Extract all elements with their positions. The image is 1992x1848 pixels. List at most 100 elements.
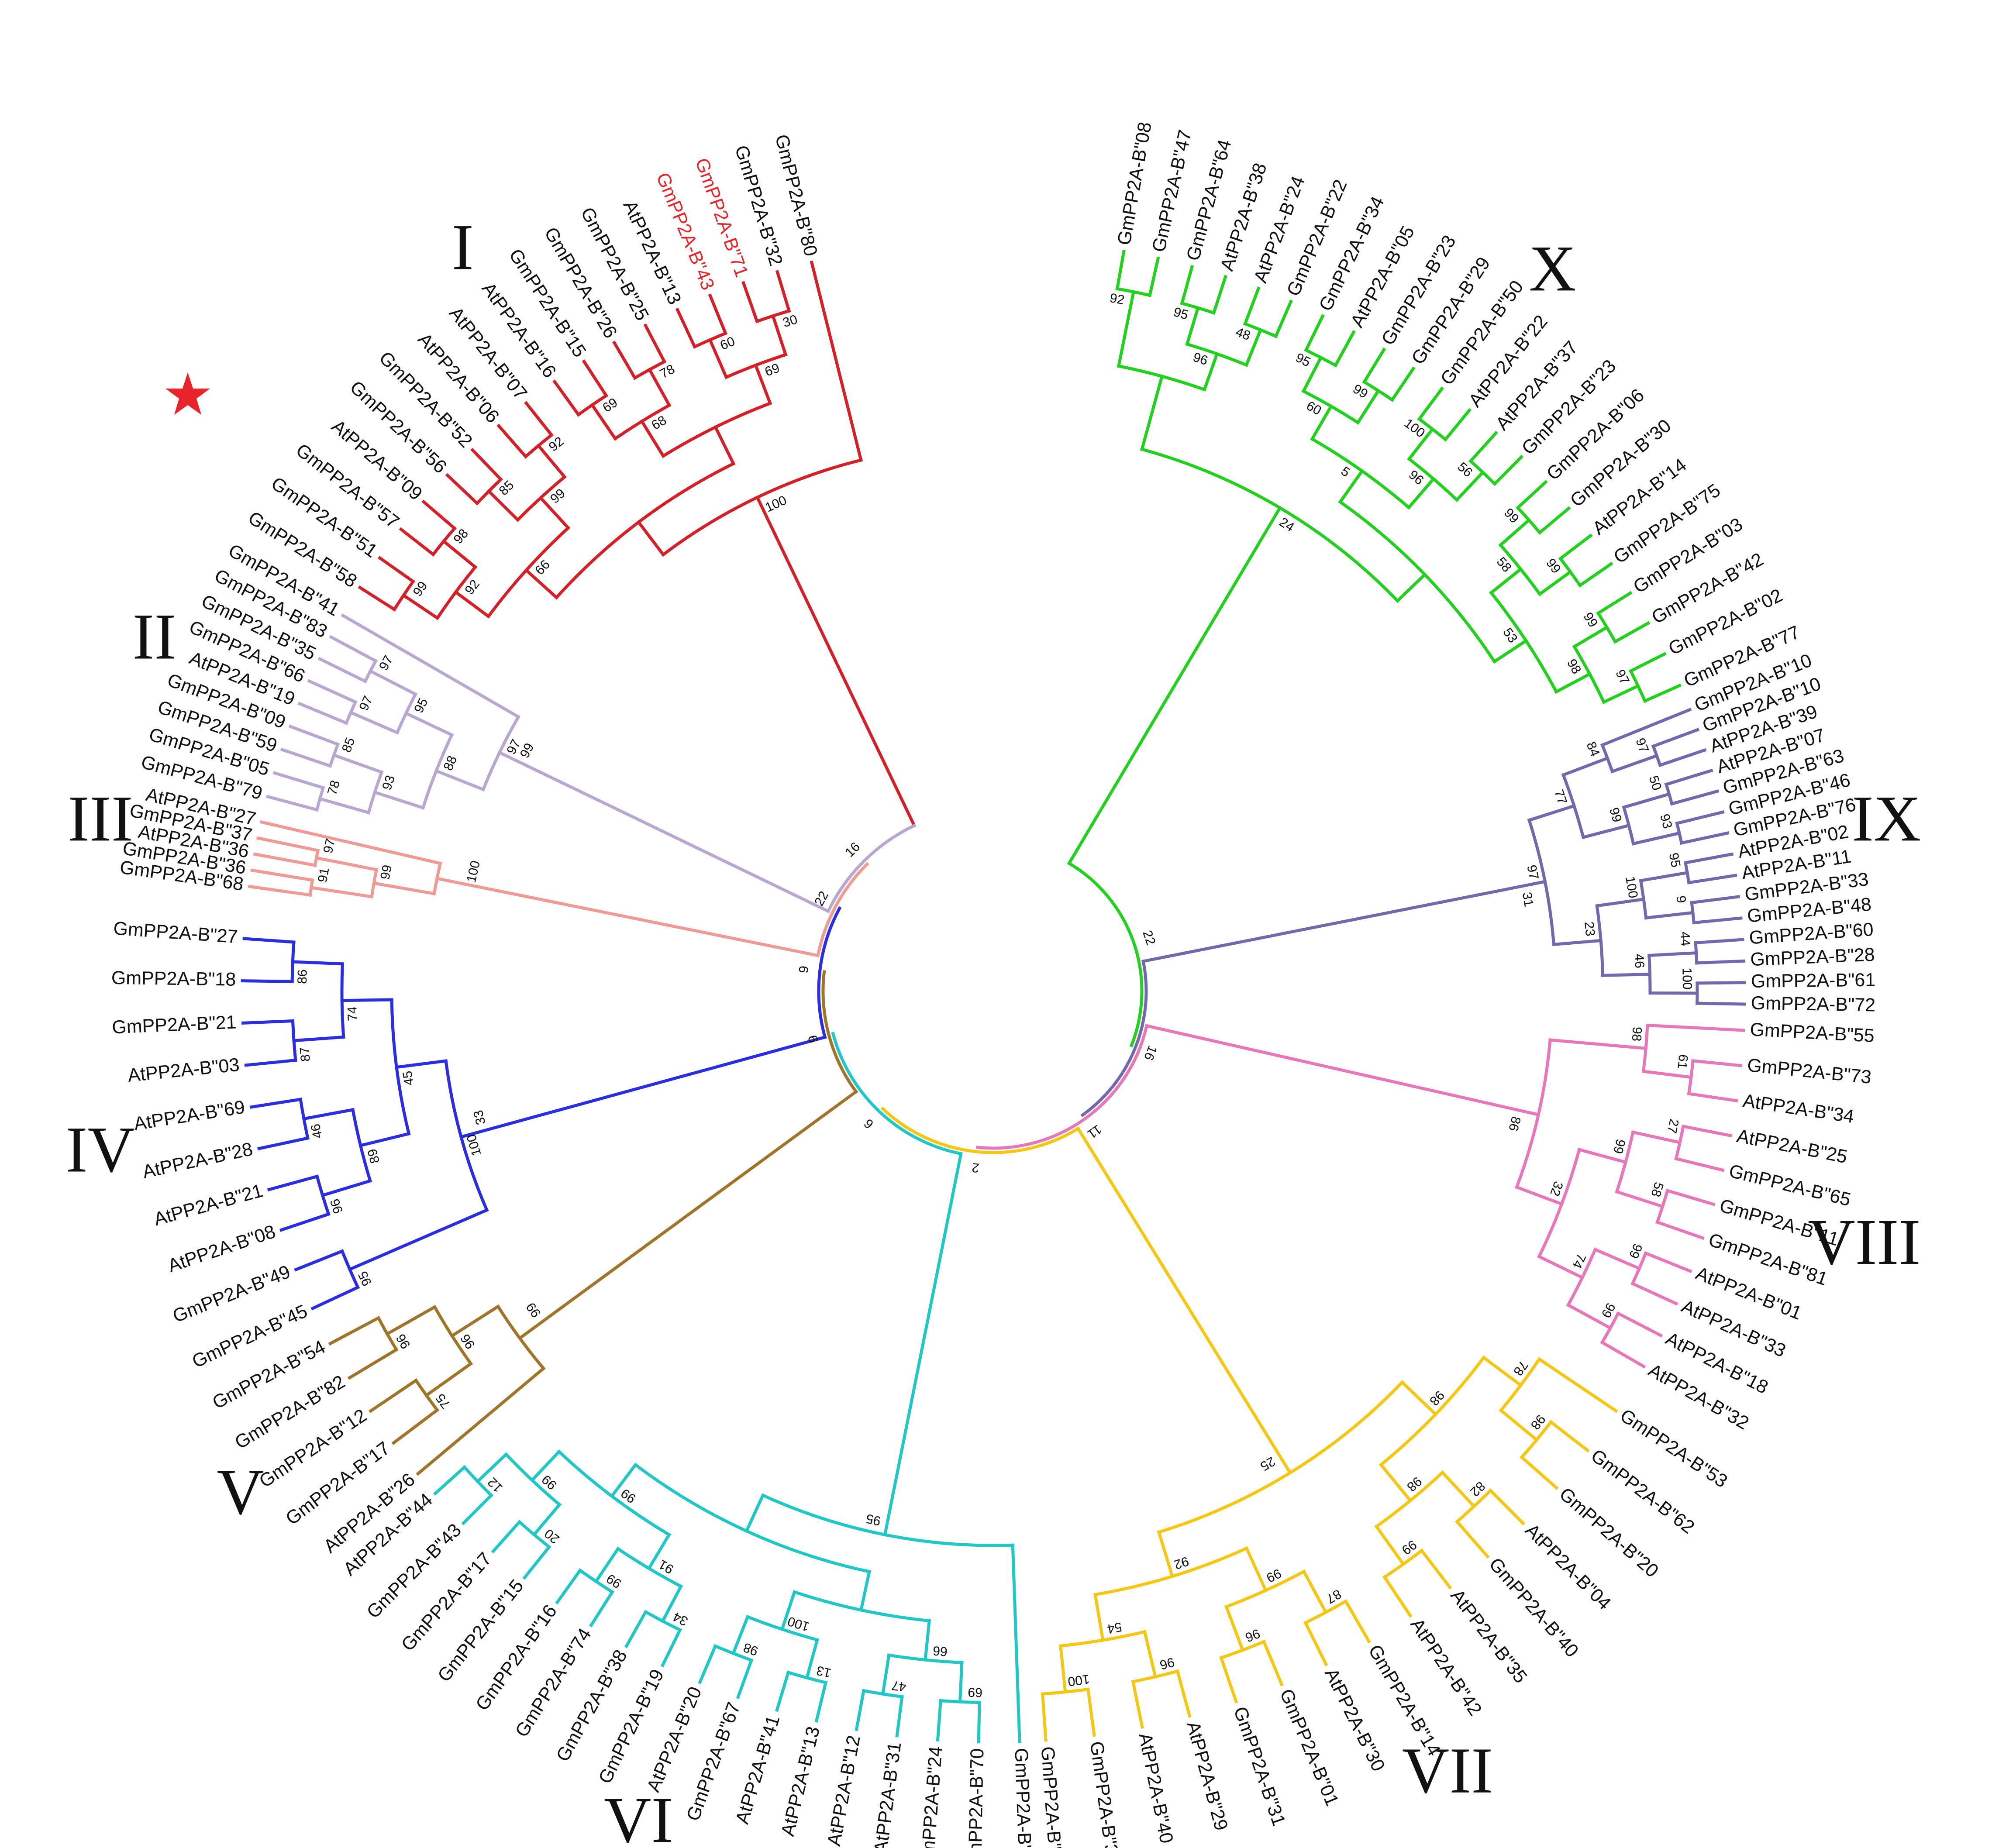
terminal-branch (958, 1661, 964, 1703)
bootstrap-value: 91 (315, 867, 332, 884)
bootstrap-value: 99 (1610, 1138, 1628, 1155)
terminal-branch (433, 1465, 467, 1496)
leaf-label: GmPP2A-B"08 (1113, 120, 1156, 247)
terminal-branch (250, 868, 314, 882)
bootstrap-value: 60 (718, 334, 737, 353)
terminal-branch (369, 1378, 418, 1413)
clade-numeral: V (217, 1456, 264, 1528)
bootstrap-value: 96 (1191, 350, 1210, 368)
bootstrap-value: 97 (376, 653, 396, 673)
terminal-branch (647, 1532, 672, 1571)
leaf-label: AtPP2A-B"13 (777, 1724, 824, 1838)
clade-numeral: VIII (1808, 1206, 1920, 1278)
backbone-arc (1080, 959, 1148, 1118)
bootstrap-value: 97 (1524, 864, 1541, 881)
terminal-branch (675, 307, 697, 349)
backbone-arc (817, 906, 842, 1039)
terminal-branch (1489, 567, 1523, 595)
leaf-label: AtPP2A-B"34 (1741, 1090, 1855, 1127)
terminal-branch (1407, 427, 1435, 461)
clade-stem (1264, 1431, 1292, 1475)
terminal-branch (1390, 366, 1416, 402)
leaf-label: GmPP2A-B"52 (375, 348, 476, 452)
leaf-label: GmPP2A-B"39 (1086, 1740, 1124, 1848)
bootstrap-value: 32 (1547, 1180, 1565, 1198)
leaf-label: AtPP2A-B"25 (1735, 1125, 1849, 1168)
backbone-branch (772, 532, 917, 828)
terminal-branch (241, 1019, 295, 1025)
terminal-branch (1674, 1156, 1725, 1172)
clade-numeral: IX (1852, 782, 1921, 855)
bootstrap-value: 48 (1234, 325, 1252, 344)
terminal-branch (340, 998, 393, 1002)
bootstrap-value: 77 (1551, 788, 1570, 806)
terminal-branch (1596, 591, 1633, 616)
terminal-branch (1117, 290, 1136, 368)
terminal-branch (643, 323, 667, 364)
terminal-branch (1374, 1524, 1406, 1566)
bootstrap-value: 2 (971, 1160, 980, 1175)
bootstrap-value: 84 (1584, 740, 1603, 758)
highlight-star-icon (165, 372, 210, 415)
bootstrap-value: 44 (1677, 931, 1692, 947)
terminal-branch (257, 1136, 310, 1151)
terminal-branch (536, 443, 567, 479)
terminal-branch (470, 447, 503, 482)
terminal-branch (855, 1689, 866, 1731)
terminal-branch (713, 425, 736, 466)
terminal-branch (895, 1695, 904, 1738)
terminal-branch (936, 1699, 942, 1742)
bootstrap-value: 46 (308, 1122, 325, 1139)
terminal-branch (1520, 1455, 1559, 1490)
terminal-branch (1406, 476, 1436, 510)
terminal-branch (594, 1546, 620, 1584)
bootstrap-value: 100 (1679, 967, 1694, 990)
bootstrap-value: 97 (1633, 736, 1651, 755)
terminal-branch (395, 1059, 448, 1069)
terminal-branch (272, 771, 325, 790)
terminal-branch (1690, 895, 1740, 905)
terminal-branch (1244, 328, 1263, 367)
terminal-branch (329, 635, 378, 663)
terminal-branch (1157, 1530, 1175, 1579)
backbone-arc (831, 1032, 963, 1156)
clade-stem (435, 877, 499, 893)
bootstrap-value: 100 (1679, 967, 1694, 990)
terminal-branch (1143, 1630, 1158, 1679)
terminal-branch (496, 423, 528, 459)
terminal-branch (372, 790, 425, 810)
terminal-branch (1382, 1575, 1413, 1618)
leaf-label: AtPP2A-B"31 (870, 1741, 906, 1848)
terminal-branch (297, 702, 348, 725)
terminal-branch (1515, 1185, 1564, 1206)
terminal-branch (1681, 1124, 1732, 1138)
leaf-label: GmPP2A-B"31 (1230, 1704, 1290, 1829)
bootstrap-value: 6 (861, 1116, 876, 1131)
bootstrap-value: 88 (441, 754, 460, 773)
terminal-branch (279, 1212, 331, 1232)
terminal-branch (399, 527, 435, 557)
bootstrap-value: 30 (781, 312, 800, 330)
terminal-branch (805, 1638, 819, 1680)
leaf-label: GmPP2A-B"04 (1010, 1748, 1036, 1848)
leaf-label: GmPP2A-B"78 (1037, 1746, 1067, 1848)
bootstrap-value: 99 (378, 864, 395, 881)
leaf-label: GmPP2A-B"73 (1746, 1055, 1872, 1088)
terminal-branch (1400, 1380, 1438, 1417)
leaf-label: GmPP2A-B"21 (111, 1012, 237, 1038)
terminal-branch (1647, 951, 1698, 957)
terminal-branch (1417, 386, 1444, 421)
terminal-branch (318, 797, 371, 815)
terminal-branch (640, 419, 665, 458)
terminal-branch (1310, 404, 1334, 441)
terminal-branch (249, 1098, 303, 1109)
terminal-branch (1468, 430, 1498, 464)
clade-stem (755, 495, 777, 537)
bootstrap-value: 93 (1657, 812, 1675, 830)
bootstrap-value: 95 (1172, 305, 1190, 323)
terminal-branch (610, 1463, 638, 1498)
terminal-branch (1527, 804, 1576, 822)
bootstrap-value: 5 (1338, 464, 1352, 480)
bootstrap-value: 100 (464, 859, 483, 884)
terminal-branch (744, 1493, 765, 1533)
